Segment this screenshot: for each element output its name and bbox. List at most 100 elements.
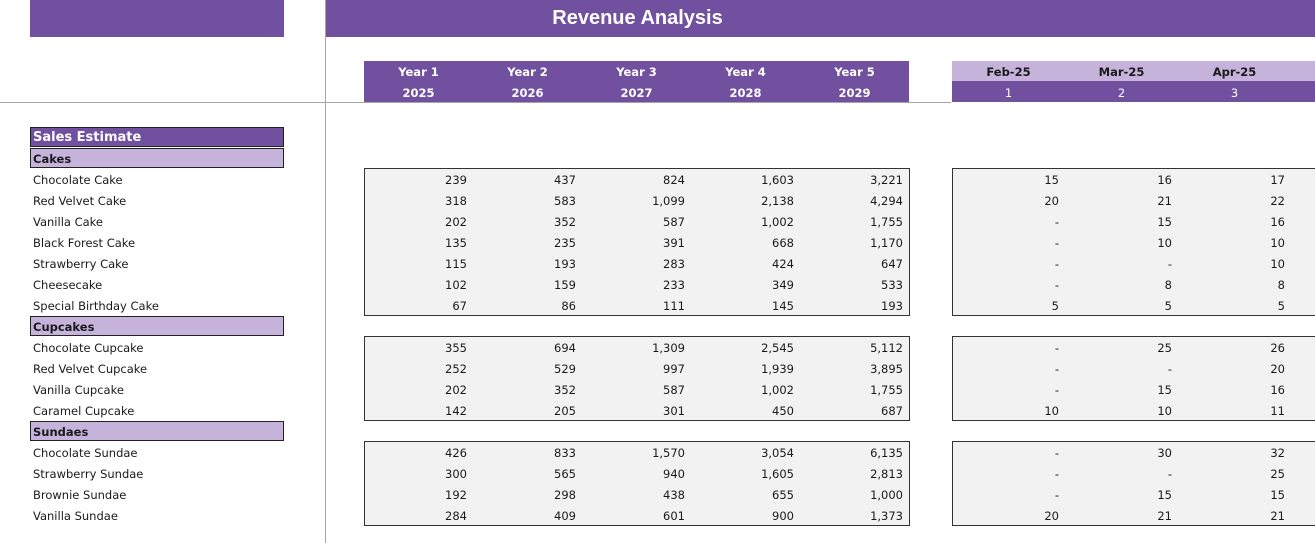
month-value-cell[interactable]: 8 (1277, 278, 1285, 292)
month-value-cell[interactable]: 10 (1157, 404, 1172, 418)
year-value-cell[interactable]: 587 (663, 215, 685, 229)
year-value-cell[interactable]: 450 (772, 404, 794, 418)
month-value-cell[interactable]: - (1054, 467, 1059, 481)
year-value-cell[interactable]: 940 (663, 467, 685, 481)
month-value-cell[interactable]: - (1167, 257, 1172, 271)
year-value-cell[interactable]: 355 (445, 341, 467, 355)
year-value-cell[interactable]: 239 (445, 173, 467, 187)
year-value-cell[interactable]: 352 (554, 215, 576, 229)
year-value-cell[interactable]: 202 (445, 215, 467, 229)
year-value-cell[interactable]: 193 (881, 299, 903, 313)
year-value-cell[interactable]: 283 (663, 257, 685, 271)
year-value-cell[interactable]: 135 (445, 236, 467, 250)
year-value-cell[interactable]: 2,813 (870, 467, 903, 481)
year-value-cell[interactable]: 824 (663, 173, 685, 187)
year-value-cell[interactable]: 193 (554, 257, 576, 271)
month-value-cell[interactable]: 15 (1157, 488, 1172, 502)
year-value-cell[interactable]: 205 (554, 404, 576, 418)
year-value-cell[interactable]: 1,002 (761, 383, 794, 397)
year-value-cell[interactable]: 391 (663, 236, 685, 250)
year-value-cell[interactable]: 833 (554, 446, 576, 460)
year-value-cell[interactable]: 426 (445, 446, 467, 460)
year-value-cell[interactable]: 102 (445, 278, 467, 292)
month-value-cell[interactable]: 21 (1157, 509, 1172, 523)
month-value-cell[interactable]: 20 (1044, 194, 1059, 208)
month-value-cell[interactable]: 10 (1270, 236, 1285, 250)
year-value-cell[interactable]: 1,000 (870, 488, 903, 502)
month-value-cell[interactable]: 10 (1044, 404, 1059, 418)
year-value-cell[interactable]: 687 (881, 404, 903, 418)
month-value-cell[interactable]: 16 (1270, 383, 1285, 397)
year-value-cell[interactable]: 3,054 (761, 446, 794, 460)
year-value-cell[interactable]: 587 (663, 383, 685, 397)
month-value-cell[interactable]: 20 (1044, 509, 1059, 523)
year-value-cell[interactable]: 298 (554, 488, 576, 502)
month-value-cell[interactable]: 16 (1270, 215, 1285, 229)
year-value-cell[interactable]: 145 (772, 299, 794, 313)
year-value-cell[interactable]: 601 (663, 509, 685, 523)
year-value-cell[interactable]: 349 (772, 278, 794, 292)
month-value-cell[interactable]: 17 (1270, 173, 1285, 187)
month-value-cell[interactable]: 32 (1270, 446, 1285, 460)
year-value-cell[interactable]: 565 (554, 467, 576, 481)
month-value-cell[interactable]: 10 (1157, 236, 1172, 250)
month-value-cell[interactable]: 5 (1051, 299, 1059, 313)
month-value-cell[interactable]: 15 (1270, 488, 1285, 502)
month-value-cell[interactable]: 25 (1157, 341, 1172, 355)
year-value-cell[interactable]: 5,112 (870, 341, 903, 355)
year-value-cell[interactable]: 142 (445, 404, 467, 418)
year-value-cell[interactable]: 1,755 (870, 383, 903, 397)
year-value-cell[interactable]: 438 (663, 488, 685, 502)
year-value-cell[interactable]: 115 (445, 257, 467, 271)
year-value-cell[interactable]: 4,294 (870, 194, 903, 208)
month-value-cell[interactable]: - (1054, 383, 1059, 397)
month-value-cell[interactable]: 8 (1164, 278, 1172, 292)
month-value-cell[interactable]: 21 (1270, 509, 1285, 523)
year-value-cell[interactable]: 2,545 (761, 341, 794, 355)
year-value-cell[interactable]: 1,099 (652, 194, 685, 208)
year-value-cell[interactable]: 202 (445, 383, 467, 397)
year-value-cell[interactable]: 300 (445, 467, 467, 481)
month-value-cell[interactable]: 5 (1164, 299, 1172, 313)
year-value-cell[interactable]: 529 (554, 362, 576, 376)
month-value-cell[interactable]: 25 (1270, 467, 1285, 481)
year-value-cell[interactable]: 318 (445, 194, 467, 208)
year-value-cell[interactable]: 1,309 (652, 341, 685, 355)
year-value-cell[interactable]: 583 (554, 194, 576, 208)
year-value-cell[interactable]: 192 (445, 488, 467, 502)
month-value-cell[interactable]: 15 (1044, 173, 1059, 187)
month-value-cell[interactable]: 11 (1270, 404, 1285, 418)
month-value-cell[interactable]: 26 (1270, 341, 1285, 355)
month-value-cell[interactable]: - (1054, 362, 1059, 376)
year-value-cell[interactable]: 6,135 (870, 446, 903, 460)
year-value-cell[interactable]: 111 (663, 299, 685, 313)
year-value-cell[interactable]: 1,603 (761, 173, 794, 187)
year-value-cell[interactable]: 233 (663, 278, 685, 292)
month-value-cell[interactable]: - (1054, 215, 1059, 229)
year-value-cell[interactable]: 668 (772, 236, 794, 250)
year-value-cell[interactable]: 533 (881, 278, 903, 292)
year-value-cell[interactable]: 3,221 (870, 173, 903, 187)
month-value-cell[interactable]: - (1054, 488, 1059, 502)
month-value-cell[interactable]: 16 (1157, 173, 1172, 187)
year-value-cell[interactable]: 86 (561, 299, 576, 313)
month-value-cell[interactable]: - (1054, 236, 1059, 250)
year-value-cell[interactable]: 1,002 (761, 215, 794, 229)
month-value-cell[interactable]: 15 (1157, 383, 1172, 397)
year-value-cell[interactable]: 1,939 (761, 362, 794, 376)
year-value-cell[interactable]: 900 (772, 509, 794, 523)
month-value-cell[interactable]: 5 (1277, 299, 1285, 313)
year-value-cell[interactable]: 252 (445, 362, 467, 376)
year-value-cell[interactable]: 424 (772, 257, 794, 271)
year-value-cell[interactable]: 67 (452, 299, 467, 313)
month-value-cell[interactable]: 22 (1270, 194, 1285, 208)
year-value-cell[interactable]: 159 (554, 278, 576, 292)
year-value-cell[interactable]: 437 (554, 173, 576, 187)
year-value-cell[interactable]: 1,605 (761, 467, 794, 481)
year-value-cell[interactable]: 1,170 (870, 236, 903, 250)
year-value-cell[interactable]: 655 (772, 488, 794, 502)
year-value-cell[interactable]: 1,373 (870, 509, 903, 523)
month-value-cell[interactable]: - (1054, 278, 1059, 292)
year-value-cell[interactable]: 301 (663, 404, 685, 418)
year-value-cell[interactable]: 694 (554, 341, 576, 355)
